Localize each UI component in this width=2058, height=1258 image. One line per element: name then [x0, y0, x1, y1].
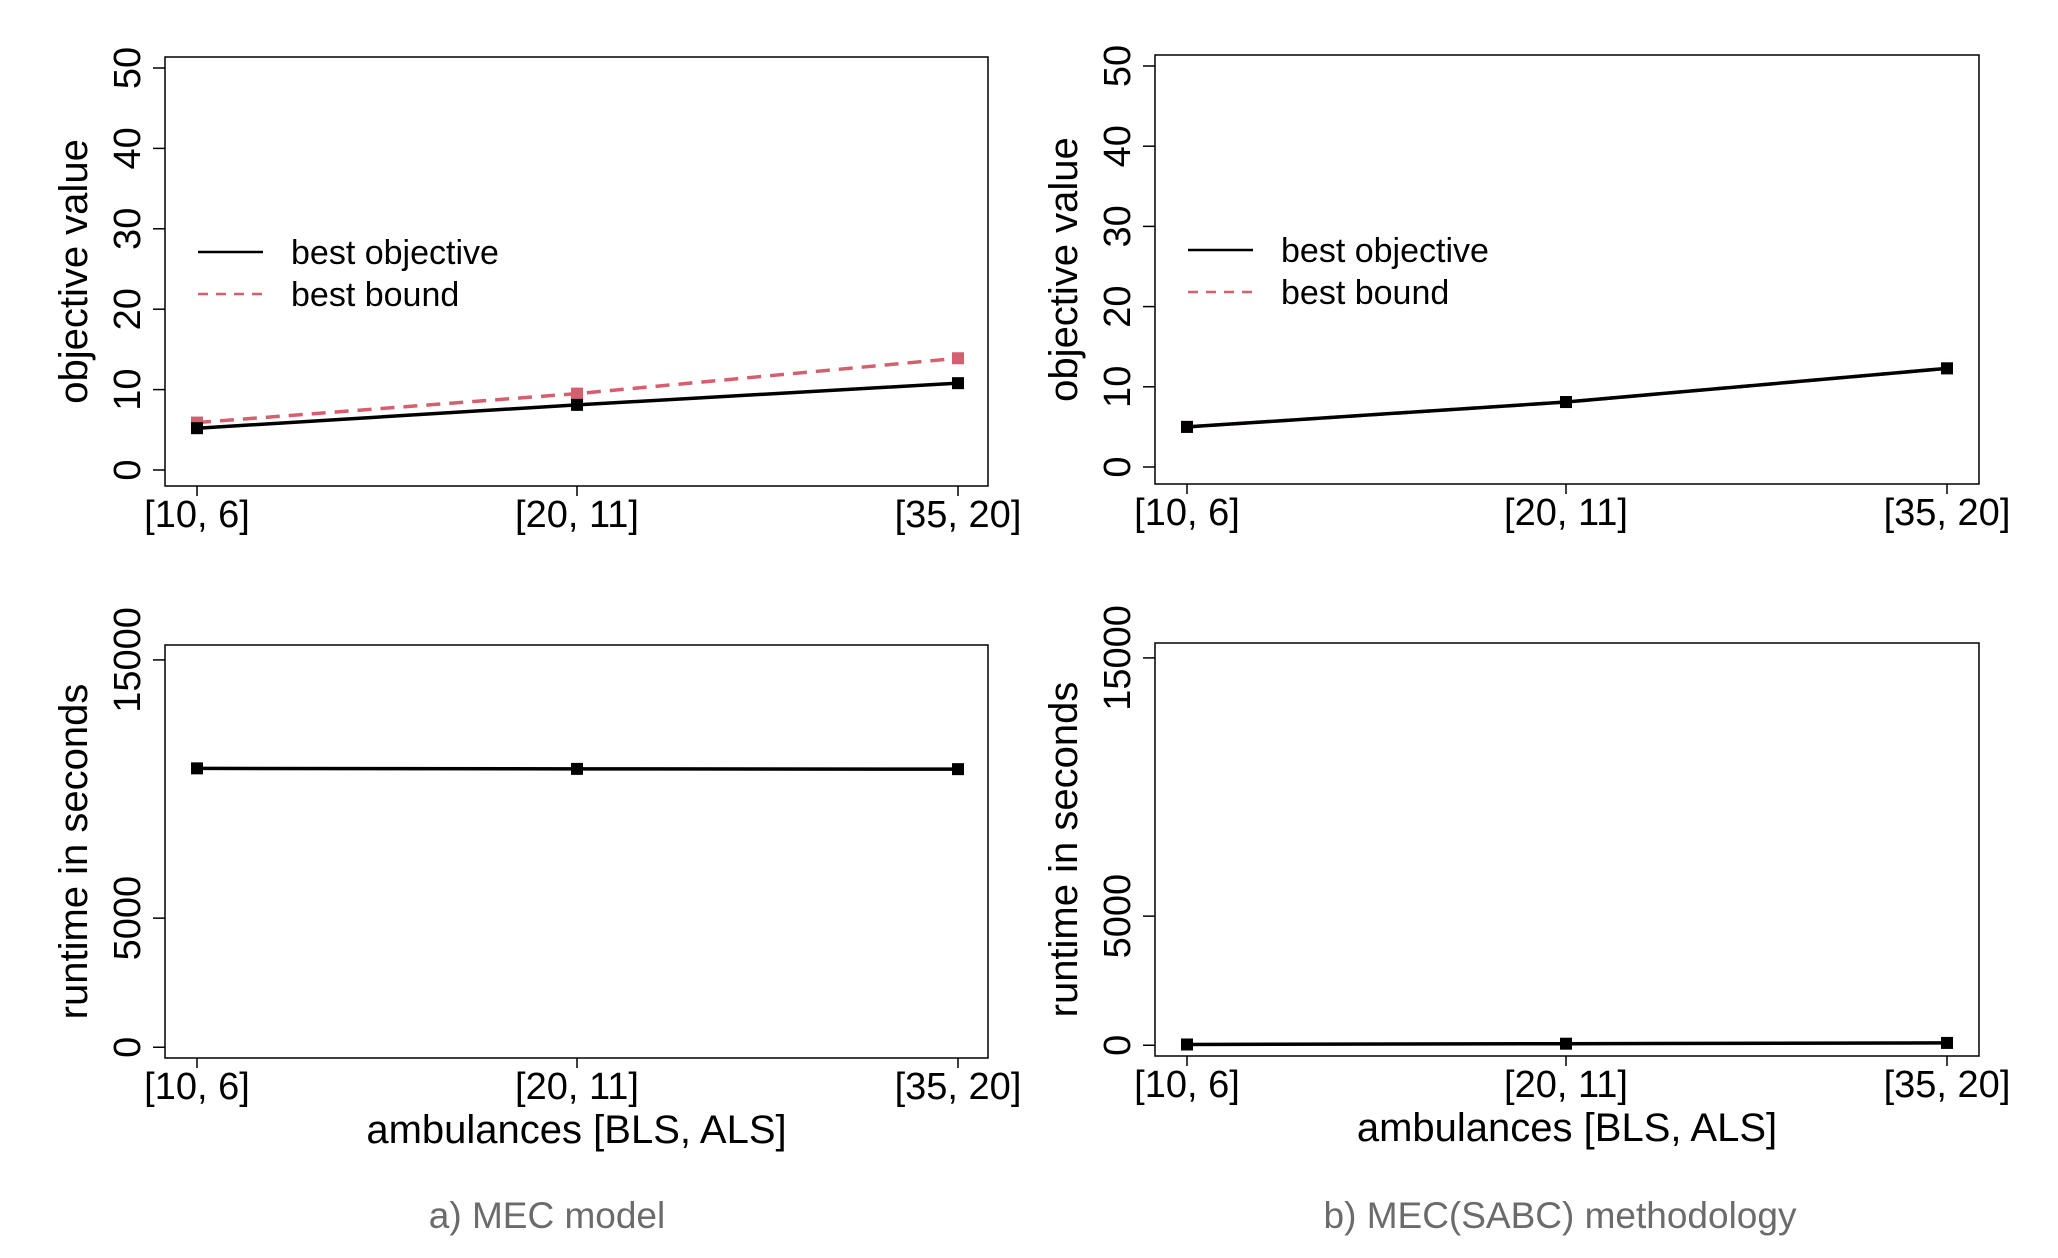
y-axis-title: objective value	[52, 139, 96, 404]
y-tick-label: 10	[1097, 366, 1139, 408]
data-point-best-bound	[952, 352, 964, 365]
data-point-runtime	[571, 762, 583, 775]
y-tick-label: 10	[107, 368, 149, 410]
y-axis-title: runtime in seconds	[52, 684, 96, 1020]
x-tick-label: [20, 11]	[515, 494, 639, 536]
y-tick-label: 50	[107, 47, 149, 89]
y-tick-label: 30	[1097, 205, 1139, 247]
y-tick-label: 5000	[1097, 874, 1139, 959]
x-tick-label: [10, 6]	[1134, 1064, 1240, 1106]
plot-frame	[1154, 642, 1980, 1057]
x-tick-label: [35, 20]	[1884, 492, 2011, 534]
data-point-runtime	[1941, 1036, 1953, 1049]
x-tick-label: [10, 6]	[144, 494, 250, 536]
x-tick-label: [35, 20]	[895, 1066, 1022, 1108]
y-tick-label: 30	[107, 208, 149, 250]
y-tick-label: 0	[1097, 1035, 1139, 1056]
y-tick-label: 0	[107, 1037, 149, 1058]
data-point-best-objective	[191, 422, 203, 435]
data-point-best-objective	[1181, 420, 1193, 433]
x-tick-label: [35, 20]	[895, 494, 1022, 536]
data-point-best-objective	[1560, 396, 1572, 409]
caption-b: b) MEC(SABC) methodology	[1324, 1195, 1797, 1236]
y-tick-label: 50	[1097, 45, 1139, 87]
data-point-best-objective	[571, 398, 583, 411]
y-tick-label: 0	[107, 459, 149, 480]
x-axis-title: ambulances [BLS, ALS]	[366, 1108, 786, 1152]
chart-panel-4: 0 5000 15000 runtime in seconds [10, 6] [20, …	[1042, 605, 2010, 1150]
x-tick-label: [20, 11]	[1504, 1064, 1628, 1106]
y-axis-title: objective value	[1042, 137, 1086, 402]
x-tick-label: [35, 20]	[1884, 1064, 2011, 1106]
legend-label: best bound	[1281, 274, 1449, 312]
legend-label: best bound	[291, 276, 459, 314]
plot-frame	[1154, 54, 1980, 485]
legend-label: best objective	[291, 234, 499, 272]
data-point-best-objective	[952, 377, 964, 390]
y-tick-label: 15000	[107, 607, 149, 713]
chart-panel-1: 0 10 20 30 40 50 objective value [10, 6] [20, 11…	[52, 47, 1021, 536]
data-point-best-bound	[571, 387, 583, 400]
x-tick-label: [10, 6]	[144, 1066, 250, 1108]
y-tick-label: 20	[107, 288, 149, 330]
data-point-runtime	[1181, 1038, 1193, 1051]
plot-frame	[164, 644, 989, 1059]
y-tick-label: 20	[1097, 285, 1139, 327]
data-point-runtime	[1560, 1037, 1572, 1050]
chart-panel-3: 0 5000 15000 runtime in seconds [10, 6] [20, …	[52, 607, 1021, 1152]
x-tick-label: [10, 6]	[1134, 492, 1240, 534]
y-tick-label: 15000	[1097, 605, 1139, 711]
data-point-runtime	[191, 762, 203, 775]
caption-a: a) MEC model	[429, 1195, 665, 1236]
y-tick-label: 5000	[107, 876, 149, 961]
y-axis-title: runtime in seconds	[1042, 682, 1086, 1018]
chart-panel-2: 0 10 20 30 40 50 objective value [10, 6] [20, 11…	[1042, 45, 2010, 534]
legend-label: best objective	[1281, 232, 1489, 270]
y-tick-label: 40	[1097, 125, 1139, 167]
y-tick-label: 40	[107, 127, 149, 169]
x-tick-label: [20, 11]	[515, 1066, 639, 1108]
data-point-runtime	[952, 763, 964, 776]
data-point-best-objective	[1941, 362, 1953, 375]
y-tick-label: 0	[1097, 456, 1139, 477]
x-tick-label: [20, 11]	[1504, 492, 1628, 534]
x-axis-title: ambulances [BLS, ALS]	[1357, 1106, 1777, 1150]
